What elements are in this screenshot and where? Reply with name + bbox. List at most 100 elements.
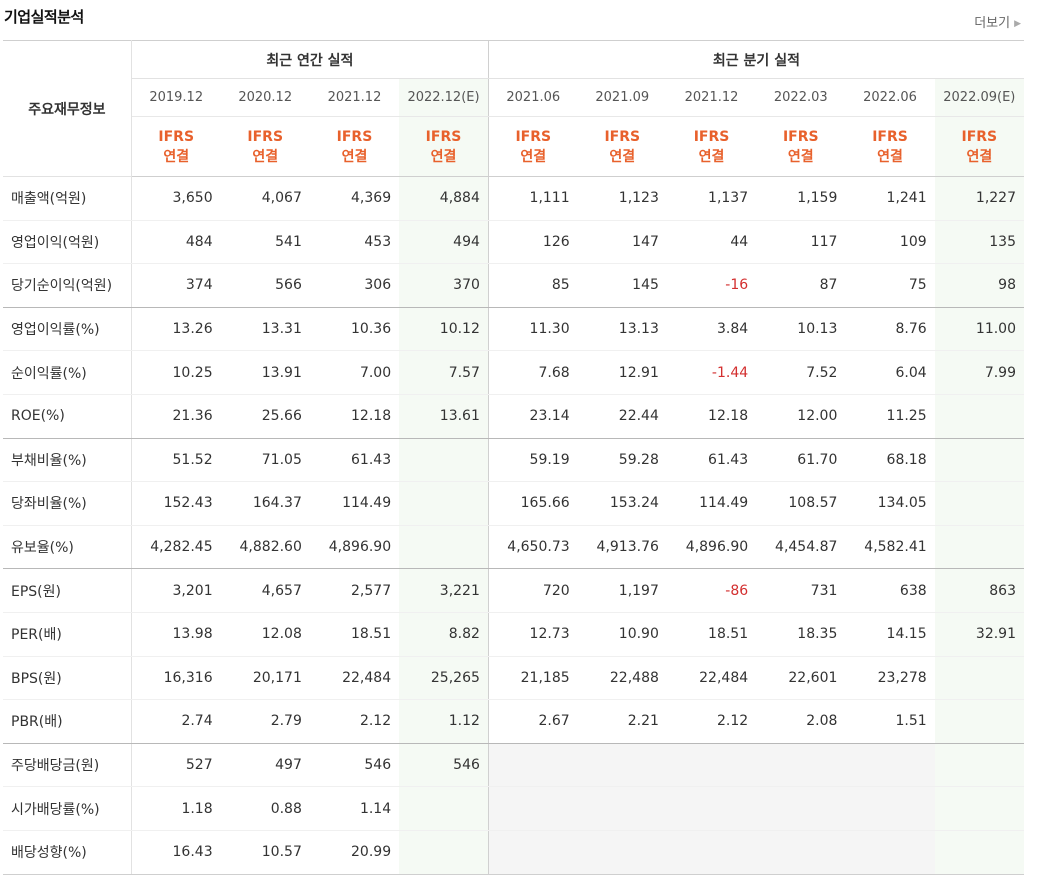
more-link[interactable]: 더보기 ▶ [974, 12, 1021, 31]
table-cell: 1.14 [309, 786, 400, 831]
table-cell: 1.51 [845, 699, 935, 744]
table-cell: 638 [845, 568, 935, 613]
table-cell: 114.49 [666, 481, 757, 526]
table-cell: 61.43 [309, 438, 400, 483]
table-cell: 4,882.60 [220, 525, 310, 570]
standard-ifrs-label: IFRS [247, 128, 284, 145]
more-label: 더보기 [974, 16, 1011, 31]
table-cell [666, 830, 757, 875]
standard-consolidated-label: 연결 [520, 148, 547, 165]
table-cell [845, 743, 935, 788]
table-cell: 1,197 [577, 568, 667, 613]
table-cell: 546 [399, 743, 489, 788]
standard-consolidated-label: 연결 [252, 148, 279, 165]
table-cell [756, 786, 846, 831]
table-cell [666, 786, 757, 831]
table-cell: 134.05 [845, 481, 935, 526]
accounting-standard-header: IFRS 연결 [131, 116, 221, 177]
row-label: 당기순이익(억원) [3, 263, 132, 308]
table-cell: 8.82 [399, 612, 489, 657]
table-cell [487, 830, 578, 875]
table-cell [934, 525, 1024, 570]
table-cell: 4,369 [309, 176, 400, 221]
row-label: 매출액(억원) [3, 176, 132, 221]
table-cell: 23,278 [845, 656, 935, 701]
row-label: 배당성향(%) [3, 830, 132, 875]
table-cell: 2.12 [666, 699, 757, 744]
table-cell: 527 [131, 743, 221, 788]
table-cell: 1,137 [666, 176, 757, 221]
table-cell: 484 [131, 220, 221, 265]
table-cell [487, 786, 578, 831]
table-cell: 0.88 [220, 786, 310, 831]
table-cell: 61.70 [756, 438, 846, 483]
table-cell: 3.84 [666, 307, 757, 352]
row-label: ROE(%) [3, 394, 132, 439]
table-cell: 2.74 [131, 699, 221, 744]
standard-consolidated-label: 연결 [966, 148, 993, 165]
table-cell [399, 786, 489, 831]
standard-consolidated-label: 연결 [163, 148, 190, 165]
standard-ifrs-label: IFRS [604, 128, 641, 145]
row-label: 순이익률(%) [3, 350, 132, 395]
table-cell: 152.43 [131, 481, 221, 526]
table-cell: 145 [577, 263, 667, 308]
table-cell: 75 [845, 263, 935, 308]
table-cell [399, 438, 489, 483]
table-cell: 10.90 [577, 612, 667, 657]
accounting-standard-header: IFRS 연결 [845, 116, 935, 177]
table-cell: 153.24 [577, 481, 667, 526]
table-cell: 7.00 [309, 350, 400, 395]
table-cell: 1,241 [845, 176, 935, 221]
standard-consolidated-label: 연결 [341, 148, 368, 165]
table-cell: 22,484 [666, 656, 757, 701]
table-row: 당기순이익(억원) 374 566 306 370 85 145 -16 87 75 98 [3, 263, 1024, 308]
period-header: 2021.06 [487, 78, 578, 117]
table-cell: 12.91 [577, 350, 667, 395]
corner-header: 주요재무정보 [3, 40, 132, 177]
standard-ifrs-label: IFRS [782, 128, 819, 145]
table-cell: 13.91 [220, 350, 310, 395]
table-cell: 61.43 [666, 438, 757, 483]
accounting-standard-header: IFRS 연결 [666, 116, 757, 177]
table-cell [399, 830, 489, 875]
table-row: 순이익률(%) 10.25 13.91 7.00 7.57 7.68 12.91 -1.44 7… [3, 350, 1024, 395]
table-cell: 23.14 [487, 394, 578, 439]
table-cell: 10.13 [756, 307, 846, 352]
table-cell: 22,601 [756, 656, 846, 701]
table-cell: 21.36 [131, 394, 221, 439]
row-label: PBR(배) [3, 699, 132, 744]
table-cell: 11.25 [845, 394, 935, 439]
table-cell: 16,316 [131, 656, 221, 701]
table-cell: 18.35 [756, 612, 846, 657]
section-title: 기업실적분석 [4, 8, 84, 26]
table-row: 시가배당률(%) 1.18 0.88 1.14 [3, 786, 1024, 831]
table-cell: 497 [220, 743, 310, 788]
table-cell: 87 [756, 263, 846, 308]
table-cell: 13.26 [131, 307, 221, 352]
table-cell: 4,454.87 [756, 525, 846, 570]
table-cell: 12.00 [756, 394, 846, 439]
table-row: 유보율(%) 4,282.45 4,882.60 4,896.90 4,650.73 4,… [3, 525, 1024, 570]
table-cell: 7.99 [934, 350, 1024, 395]
table-cell: 10.25 [131, 350, 221, 395]
table-cell: 453 [309, 220, 400, 265]
table-cell [845, 786, 935, 831]
table-cell: 8.76 [845, 307, 935, 352]
table-row: 당좌비율(%) 152.43 164.37 114.49 165.66 153.24 114… [3, 481, 1024, 526]
standard-consolidated-label: 연결 [787, 148, 814, 165]
standard-ifrs-label: IFRS [872, 128, 908, 145]
table-row: EPS(원) 3,201 4,657 2,577 3,221 720 1,197 -86 731… [3, 568, 1024, 613]
period-header: 2019.12 [131, 78, 221, 117]
table-cell [934, 786, 1024, 831]
table-cell: 4,657 [220, 568, 310, 613]
table-cell: 22.44 [577, 394, 667, 439]
table-cell: 10.57 [220, 830, 310, 875]
accounting-standard-header: IFRS 연결 [309, 116, 400, 177]
table-cell: 1,111 [487, 176, 578, 221]
table-cell: 7.52 [756, 350, 846, 395]
table-cell: 4,896.90 [666, 525, 757, 570]
table-cell [934, 481, 1024, 526]
accounting-standard-header: IFRS 연결 [756, 116, 846, 177]
table-cell: 20,171 [220, 656, 310, 701]
